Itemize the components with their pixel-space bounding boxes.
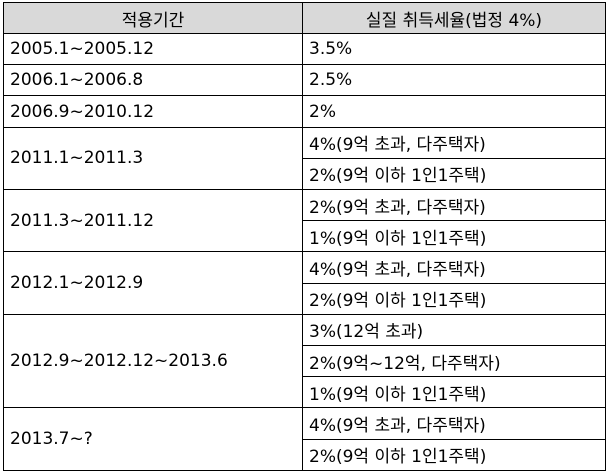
rate-cell: 4%(9억 초과, 다주택자) [302, 126, 606, 159]
rate-cell: 2%(9억~12억, 다주택자) [302, 345, 606, 378]
table-header: 적용기간 실질 취득세율(법정 4%) [3, 2, 606, 34]
table-row: 2%(9억~12억, 다주택자) [4, 345, 606, 378]
table-row: 2011.1~2011.3 4%(9억 초과, 다주택자) [3, 126, 606, 191]
period-cell: 2006.1~2006.8 [3, 64, 303, 97]
table-row: 2006.9~2010.12 2% [3, 95, 606, 128]
header-cell: 실질 취득세율(법정 4%) [302, 2, 606, 34]
rate-cell: 2% [302, 95, 606, 128]
table-row: 2011.3~2011.12 2%(9억 초과, 다주택자) [3, 189, 606, 253]
period-cell: 2013.7~? [3, 407, 303, 471]
period-cell: 2012.1~2012.9 [3, 251, 303, 315]
period-cell: 2005.1~2005.12 [3, 32, 303, 66]
table-row: 2%(9억 이하 1인1주택) [4, 157, 606, 191]
table-row: 2005.1~2005.12 3.5% [3, 32, 606, 66]
rate-cell: 2%(9억 이하 1인1주택) [302, 282, 606, 315]
rate-cell: 2%(9억 이하 1인1주택) [302, 157, 606, 191]
rate-cell: 2%(9억 이하 1인1주택) [302, 438, 606, 472]
period-cell: 2012.9~2012.12~2013.6 [3, 313, 303, 409]
table-row: 1%(9억 이하 1인1주택) [4, 376, 606, 409]
rate-cell: 4%(9억 초과, 다주택자) [302, 251, 606, 284]
header-cell: 적용기간 [3, 2, 303, 34]
period-cell: 2006.9~2010.12 [3, 95, 303, 128]
table-row: 2012.1~2012.9 4%(9억 초과, 다주택자) [3, 251, 606, 315]
period-cell: 2011.3~2011.12 [3, 189, 303, 253]
table-row: 2012.9~2012.12~2013.6 3%(12억 초과) [3, 313, 606, 409]
header-row: 적용기간 실질 취득세율(법정 4%) [3, 2, 606, 34]
period-cell: 2011.1~2011.3 [3, 126, 303, 191]
rate-cell: 2.5% [302, 64, 606, 97]
table-row: 1%(9억 이하 1인1주택) [4, 220, 606, 253]
rate-table: 적용기간 실질 취득세율(법정 4%) 2005.1~2005.12 3.5% 20… [3, 2, 606, 472]
table-row: 2006.1~2006.8 2.5% [3, 64, 606, 97]
rate-cell: 3%(12억 초과) [302, 313, 606, 347]
rate-cell: 1%(9억 이하 1인1주택) [302, 220, 606, 253]
table-body: 2005.1~2005.12 3.5% 2006.1~2006.8 2.5% 2006.… [3, 32, 606, 472]
rate-cell: 1%(9억 이하 1인1주택) [302, 376, 606, 409]
rate-cell: 2%(9억 초과, 다주택자) [302, 189, 606, 222]
table-row: 2013.7~? 4%(9억 초과, 다주택자) [3, 407, 606, 471]
rate-cell: 4%(9억 초과, 다주택자) [302, 407, 606, 440]
table-row: 2%(9억 이하 1인1주택) [4, 438, 606, 472]
rate-cell: 3.5% [302, 32, 606, 66]
